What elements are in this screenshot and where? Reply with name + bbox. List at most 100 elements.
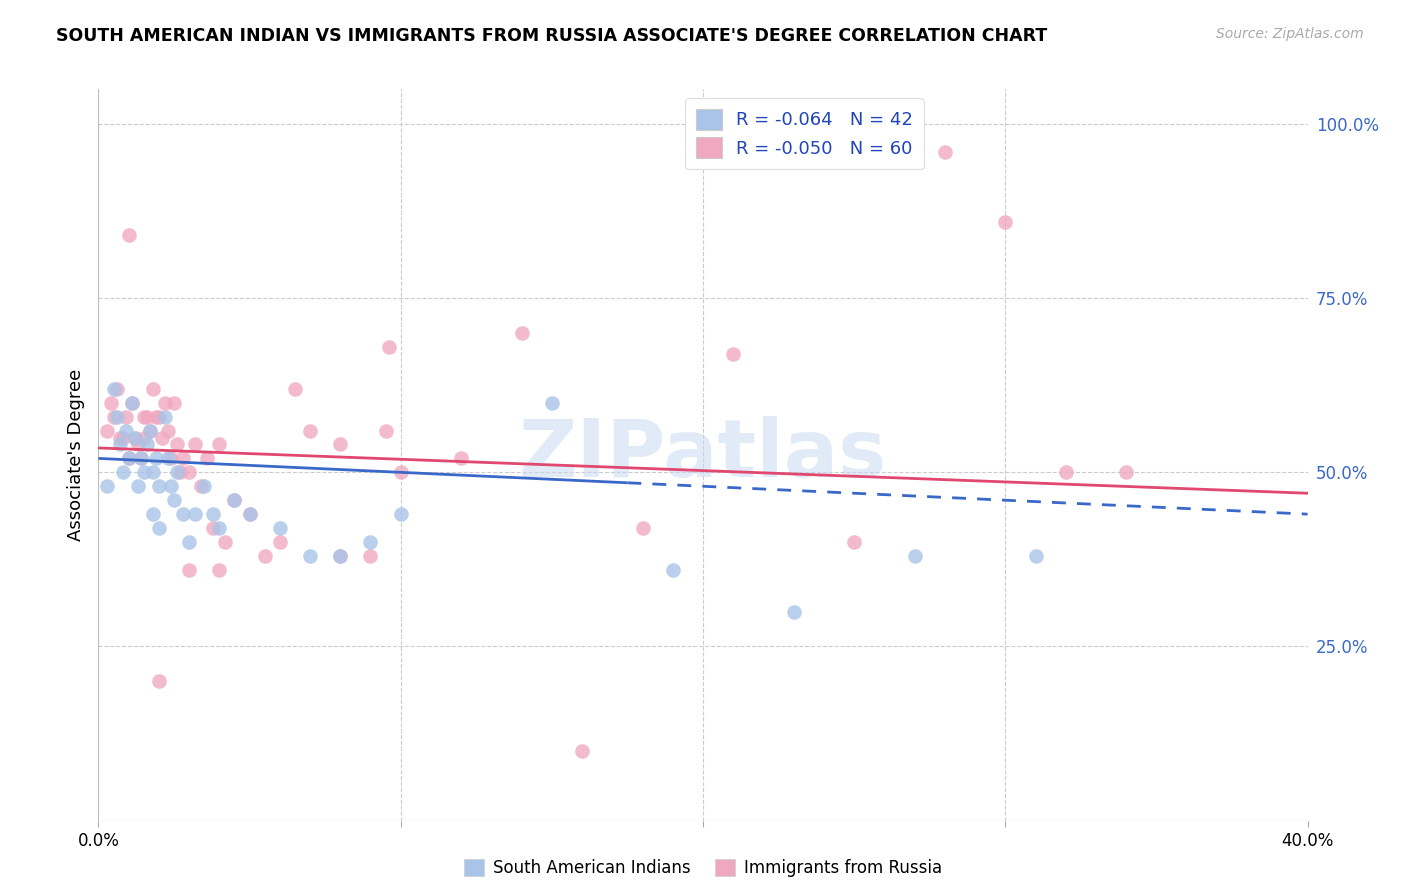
Point <box>145 409 167 424</box>
Point <box>150 430 173 444</box>
Point <box>153 395 176 409</box>
Point <box>994 214 1017 228</box>
Point <box>139 424 162 438</box>
Point <box>208 437 231 451</box>
Point <box>389 507 412 521</box>
Point <box>208 563 231 577</box>
Point <box>148 521 170 535</box>
Point <box>127 479 149 493</box>
Point <box>142 507 165 521</box>
Point <box>156 451 179 466</box>
Point <box>148 409 170 424</box>
Point <box>169 466 191 480</box>
Point <box>193 479 215 493</box>
Point <box>100 395 122 409</box>
Point <box>103 409 125 424</box>
Point <box>284 382 307 396</box>
Point <box>163 395 186 409</box>
Legend: R = -0.064   N = 42, R = -0.050   N = 60: R = -0.064 N = 42, R = -0.050 N = 60 <box>686 98 924 169</box>
Point <box>160 479 183 493</box>
Point <box>135 437 157 451</box>
Point <box>571 744 593 758</box>
Point <box>139 424 162 438</box>
Point <box>111 466 134 480</box>
Point <box>96 424 118 438</box>
Point <box>108 437 131 451</box>
Point <box>114 424 136 438</box>
Point <box>844 535 866 549</box>
Point <box>114 409 136 424</box>
Point <box>142 382 165 396</box>
Point <box>163 493 186 508</box>
Point <box>782 605 804 619</box>
Point <box>121 395 143 409</box>
Point <box>96 479 118 493</box>
Point <box>118 228 141 243</box>
Point <box>269 535 291 549</box>
Point <box>540 395 562 409</box>
Point <box>129 451 152 466</box>
Text: ZIPatlas: ZIPatlas <box>519 416 887 494</box>
Point <box>105 409 128 424</box>
Point <box>661 563 683 577</box>
Legend: South American Indians, Immigrants from Russia: South American Indians, Immigrants from … <box>457 852 949 884</box>
Text: SOUTH AMERICAN INDIAN VS IMMIGRANTS FROM RUSSIA ASSOCIATE'S DEGREE CORRELATION C: SOUTH AMERICAN INDIAN VS IMMIGRANTS FROM… <box>56 27 1047 45</box>
Point <box>132 430 155 444</box>
Point <box>103 382 125 396</box>
Point <box>124 430 146 444</box>
Text: Source: ZipAtlas.com: Source: ZipAtlas.com <box>1216 27 1364 41</box>
Point <box>934 145 956 159</box>
Point <box>299 549 322 563</box>
Point <box>118 451 141 466</box>
Point <box>105 382 128 396</box>
Point <box>1115 466 1137 480</box>
Point <box>132 409 155 424</box>
Point <box>450 451 472 466</box>
Point <box>129 451 152 466</box>
Point <box>111 430 134 444</box>
Point <box>195 451 218 466</box>
Point <box>631 521 654 535</box>
Point <box>329 437 352 451</box>
Point <box>156 424 179 438</box>
Point <box>177 535 201 549</box>
Point <box>148 674 170 689</box>
Point <box>360 535 382 549</box>
Point <box>374 424 396 438</box>
Point <box>299 424 322 438</box>
Point <box>214 535 236 549</box>
Point <box>121 395 143 409</box>
Point <box>132 466 155 480</box>
Point <box>377 340 399 354</box>
Point <box>172 451 194 466</box>
Point <box>202 507 225 521</box>
Point <box>1024 549 1046 563</box>
Point <box>329 549 352 563</box>
Point <box>108 430 131 444</box>
Point <box>184 437 207 451</box>
Point <box>145 451 167 466</box>
Point <box>329 549 352 563</box>
Point <box>239 507 262 521</box>
Point <box>253 549 276 563</box>
Point <box>153 409 176 424</box>
Point <box>177 466 201 480</box>
Point <box>202 521 225 535</box>
Point <box>166 466 188 480</box>
Point <box>510 326 533 340</box>
Point <box>124 430 146 444</box>
Point <box>239 507 262 521</box>
Point <box>135 409 157 424</box>
Point <box>224 493 246 508</box>
Point <box>127 437 149 451</box>
Point <box>148 479 170 493</box>
Point <box>904 549 927 563</box>
Point <box>1054 466 1077 480</box>
Point <box>142 466 165 480</box>
Point <box>389 466 412 480</box>
Point <box>166 437 188 451</box>
Point <box>184 507 207 521</box>
Point <box>208 521 231 535</box>
Point <box>160 451 183 466</box>
Point <box>190 479 212 493</box>
